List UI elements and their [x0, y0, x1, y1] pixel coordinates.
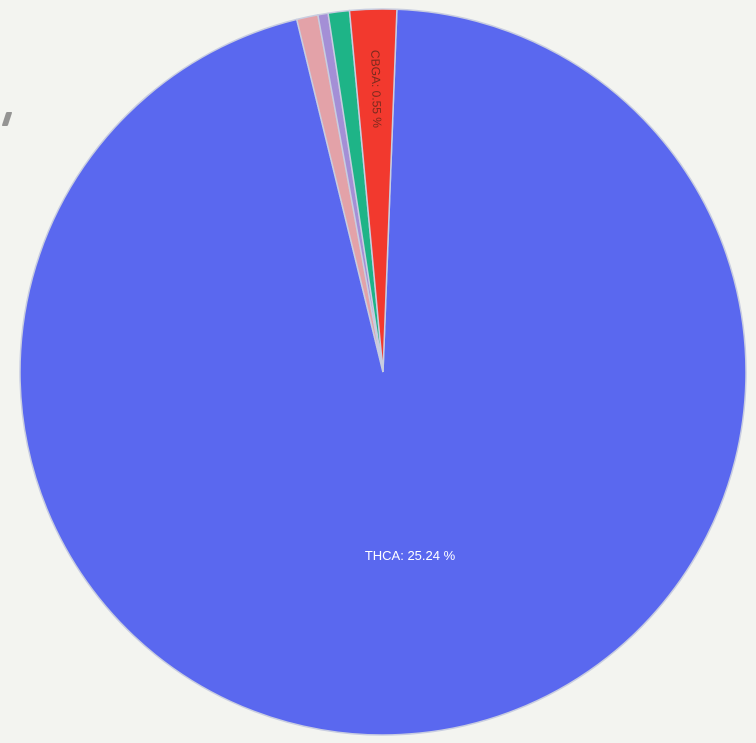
- pie-slices: [19, 8, 747, 736]
- pie-slice-cbga: [348, 8, 398, 373]
- slice-label-thca: THCA: 25.24 %: [365, 548, 456, 563]
- slice-label-cbga: CBGA: 0.55 %: [368, 50, 384, 129]
- pie-labels: THCA: 25.24 % CBGA: 0.55 %: [365, 50, 456, 563]
- pie-slice-thca: [19, 8, 747, 736]
